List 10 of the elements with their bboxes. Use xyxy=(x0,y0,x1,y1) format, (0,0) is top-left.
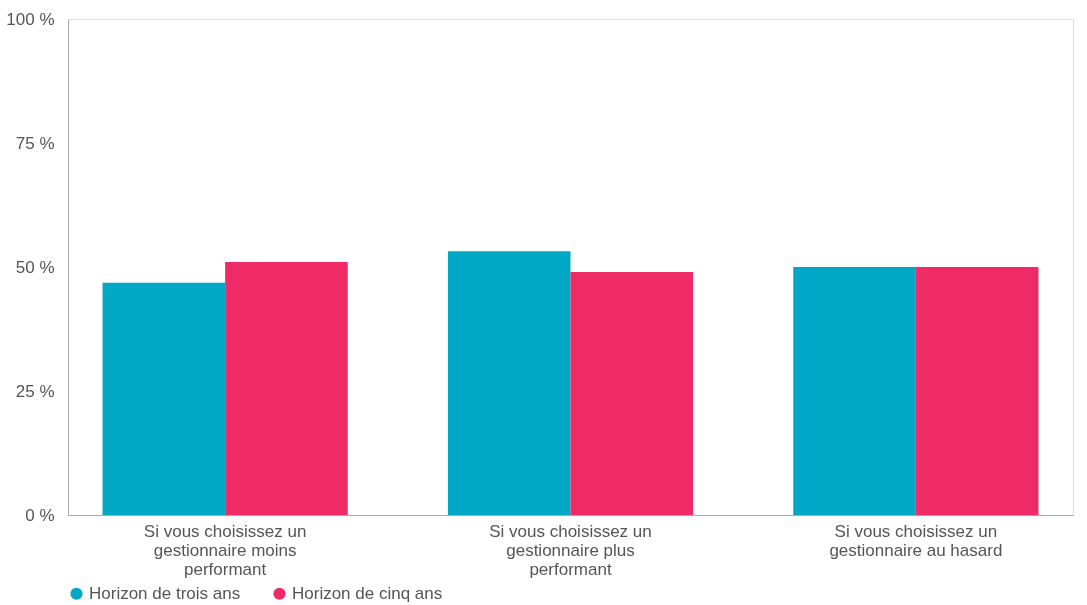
x-tick-label: Si vous choisissez un gestionnaire moins performant xyxy=(143,521,307,579)
y-tick-label: 25 % xyxy=(15,381,55,401)
legend-label: Horizon de trois ans xyxy=(89,583,241,603)
y-tick-label: 75 % xyxy=(15,133,55,153)
legend-label: Horizon de cinq ans xyxy=(292,583,443,603)
y-tick-label: 50 % xyxy=(15,257,55,277)
x-tick-label: Si vous choisissez un gestionnaire plus performant xyxy=(489,521,652,579)
y-tick-label: 100 % xyxy=(6,9,55,29)
x-tick-label: Si vous choisissez un gestionnaire au hasard xyxy=(829,521,1003,560)
y-tick-label: 0 % xyxy=(25,505,55,525)
